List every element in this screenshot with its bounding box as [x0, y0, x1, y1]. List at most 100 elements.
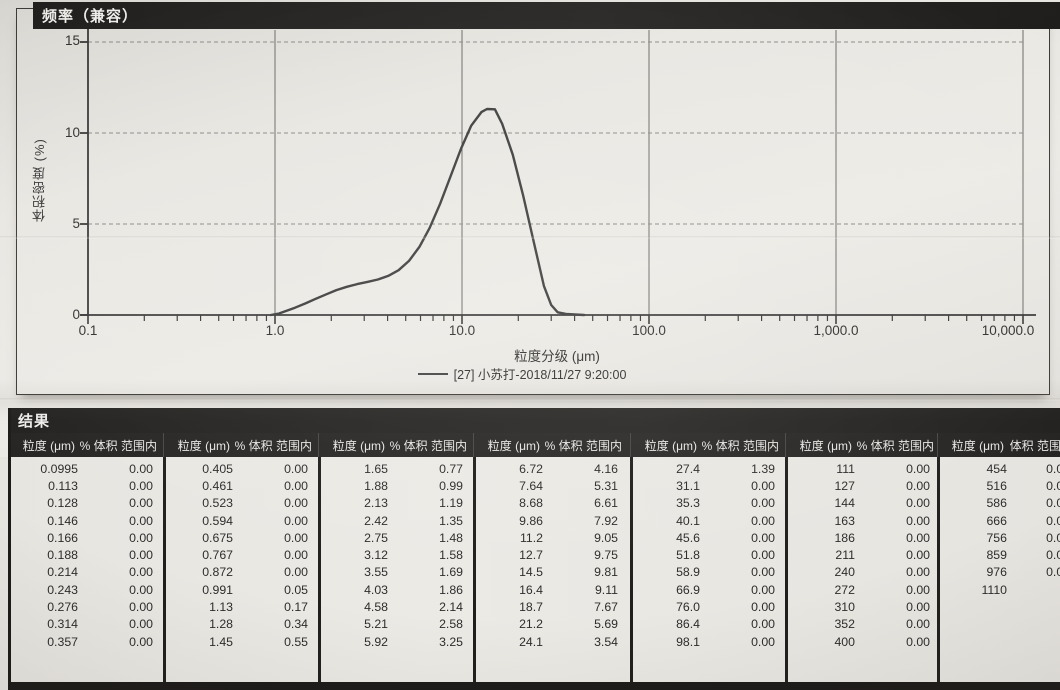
pct-in-range-value: 0.00: [284, 461, 308, 476]
table-row: 0.214 0.00: [8, 564, 163, 581]
size-value: 976: [986, 565, 1007, 580]
y-tick-0: 0: [72, 307, 80, 322]
table-row: 211 0.00: [785, 546, 940, 563]
table-row: 163 0.00: [785, 512, 940, 529]
table-row: 0.523 0.00: [163, 495, 318, 512]
table-row: 0.405 0.00: [163, 460, 318, 477]
size-value: 756: [986, 530, 1007, 545]
pct-in-range-value: 0.00: [906, 496, 930, 511]
table-row: 1.13 0.17: [163, 598, 318, 615]
size-value: 24.1: [519, 634, 543, 649]
x-tick-1: 1.0: [265, 323, 285, 338]
table-row: 0.188 0.00: [8, 546, 163, 563]
pct-in-range-value: 0.00: [1046, 496, 1060, 511]
table-row: 666 0.00: [937, 512, 1060, 529]
table-row: 3.55 1.69: [318, 564, 473, 581]
size-value: 6.72: [519, 461, 543, 476]
size-value: 5.92: [364, 634, 388, 649]
size-value: 0.0995: [40, 461, 78, 476]
chart-title-bar: 频率（兼容）: [33, 2, 1060, 29]
chart-title: 频率（兼容）: [42, 8, 139, 25]
table-row: 7.64 5.31: [473, 477, 628, 494]
pct-column-header: % 体积 范围内: [79, 438, 157, 453]
pct-in-range-value: 0.00: [284, 530, 308, 545]
pct-in-range-value: 0.00: [1046, 461, 1060, 476]
pct-in-range-value: 3.54: [594, 634, 618, 649]
table-row: 111 0.00: [785, 460, 940, 477]
table-group-divider: [630, 457, 633, 690]
pct-in-range-value: 9.81: [594, 565, 618, 580]
size-value: 76.0: [676, 600, 700, 615]
pct-in-range-value: 0.00: [129, 634, 153, 649]
pct-in-range-value: 9.75: [594, 548, 618, 563]
pct-in-range-value: 9.11: [594, 582, 618, 597]
pct-column-header: % 体积 范围内: [389, 438, 467, 453]
pct-in-range-value: 0.00: [1046, 513, 1060, 528]
size-value: 666: [986, 513, 1007, 528]
size-column-header: 粒度 (μm): [177, 438, 230, 453]
table-row: 21.2 5.69: [473, 616, 628, 633]
pct-in-range-value: 9.05: [594, 530, 618, 545]
size-value: 0.357: [47, 634, 78, 649]
results-header-row: 粒度 (μm)% 体积 范围内 粒度 (μm)% 体积 范围内 粒度 (μm)% 体…: [8, 433, 1060, 457]
x-tick-0.1: 0.1: [78, 323, 98, 338]
table-row: 4.03 1.86: [318, 581, 473, 598]
table-row: 2.75 1.48: [318, 529, 473, 546]
column-header-group: 粒度 (μm) % 体积 范围内: [785, 433, 941, 457]
table-group-divider: [473, 457, 476, 690]
table-row: 24.1 3.54: [473, 633, 628, 650]
table-row: 0.243 0.00: [8, 581, 163, 598]
table-row: 0.128 0.00: [8, 495, 163, 512]
table-row: 18.7 7.67: [473, 598, 628, 615]
table-column-group: 0.405 0.00 0.461 0.00 0.523 0.00 0.594 0.00 0.67…: [163, 460, 318, 650]
legend-series-label: [27] 小苏打-2018/11/27 9:20:00: [453, 368, 627, 382]
table-row: 9.86 7.92: [473, 512, 628, 529]
pct-in-range-value: 1.58: [439, 548, 463, 563]
pct-in-range-value: 0.00: [906, 565, 930, 580]
size-value: 3.55: [364, 565, 388, 580]
table-row: 76.0 0.00: [630, 598, 785, 615]
table-row: 0.767 0.00: [163, 546, 318, 563]
size-value: 400: [834, 634, 855, 649]
pct-in-range-value: 0.00: [129, 617, 153, 632]
table-row: 51.8 0.00: [630, 546, 785, 563]
size-value: 0.675: [202, 530, 233, 545]
size-value: 859: [986, 548, 1007, 563]
size-value: 5.21: [364, 617, 388, 632]
pct-in-range-value: 1.86: [439, 582, 463, 597]
table-row: 14.5 9.81: [473, 564, 628, 581]
table-row: 27.4 1.39: [630, 460, 785, 477]
size-value: 0.276: [47, 600, 78, 615]
table-row: 310 0.00: [785, 598, 940, 615]
pct-in-range-value: 7.67: [594, 600, 618, 615]
size-value: 0.166: [47, 530, 78, 545]
y-tick-5: 5: [72, 216, 80, 231]
size-value: 240: [834, 565, 855, 580]
table-column-group: 6.72 4.16 7.64 5.31 8.68 6.61 9.86 7.92 11.2 9.05…: [473, 460, 628, 650]
table-column-group: 454 0.00 516 0.00 586 0.00 666 0.00 756 0.00 859 0.…: [937, 460, 1060, 598]
size-value: 0.113: [48, 478, 78, 493]
size-column-header: 粒度 (μm): [799, 438, 852, 453]
pct-in-range-value: 0.99: [439, 478, 463, 493]
pct-in-range-value: 0.00: [129, 548, 153, 563]
size-value: 454: [986, 461, 1007, 476]
table-row: 1.45 0.55: [163, 633, 318, 650]
pct-in-range-value: 0.00: [751, 565, 775, 580]
pct-in-range-value: 0.00: [751, 548, 775, 563]
size-value: 27.4: [676, 461, 700, 476]
size-value: 1110: [981, 582, 1007, 597]
size-value: 0.461: [202, 478, 233, 493]
table-row: 0.357 0.00: [8, 633, 163, 650]
table-row: 66.9 0.00: [630, 581, 785, 598]
table-row: 272 0.00: [785, 581, 940, 598]
results-title-bar: 结果: [8, 408, 1060, 433]
pct-in-range-value: 0.00: [751, 496, 775, 511]
size-value: 0.405: [202, 461, 233, 476]
pct-in-range-value: 1.19: [439, 496, 463, 511]
table-row: 58.9 0.00: [630, 564, 785, 581]
size-value: 516: [986, 478, 1007, 493]
size-value: 0.767: [202, 548, 233, 563]
size-value: 2.42: [364, 513, 388, 528]
table-row: 4.58 2.14: [318, 598, 473, 615]
pct-in-range-value: 0.00: [751, 617, 775, 632]
